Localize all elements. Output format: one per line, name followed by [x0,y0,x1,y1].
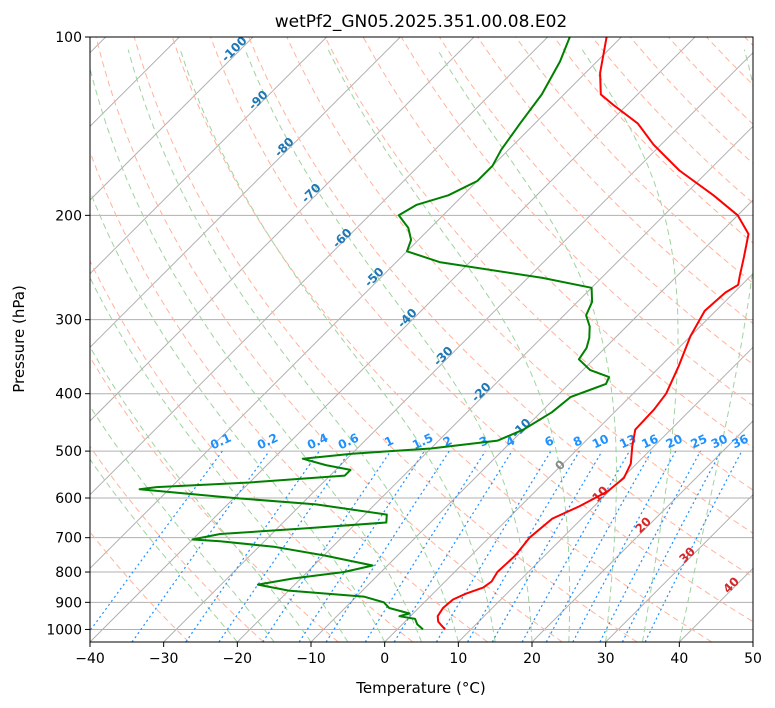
profile-series [138,37,750,631]
isotherm-line [236,125,753,642]
mixing-ratio-line [572,450,677,642]
dewpoint-profile [138,37,611,631]
isotherm-line [384,272,753,642]
isotherm-line [163,51,753,642]
axes: −40 −30 −20 −10 0 10 20 30 40 50 1000 900 800 700 600 5… [46,30,762,667]
dry-adiabat-line [90,259,414,642]
moist-adiabat-line [90,405,275,642]
dry-adiabat-line [248,37,753,578]
y-tick-label: 100 [55,30,82,46]
dry-adiabat-line [90,445,264,642]
isotherm-line [531,420,753,642]
x-tick-label: 20 [523,651,541,667]
isotherm-line [90,37,254,201]
mixing-ratio-label: 30 [709,432,730,452]
x-tick-label: −10 [296,651,326,667]
dry-adiabat-line [133,37,638,642]
background-lines [90,37,753,642]
mixing-ratio-label: 16 [639,432,660,452]
y-tick-label: 300 [55,313,82,329]
moist-adiabat-line [90,66,422,642]
moist-adiabat-line [327,49,571,642]
mixing-ratio-label: 10 [590,432,611,452]
x-tick-label: 0 [380,651,389,667]
x-tick-label: −40 [75,651,105,667]
y-tick-label: 500 [55,444,82,460]
moist-adiabat-line [244,49,533,642]
x-tick-label: 40 [670,651,688,667]
isotherm-line [90,37,549,496]
y-tick-label: 900 [55,595,82,611]
mixing-ratio-line [466,450,580,642]
mixing-ratio-line [325,450,450,642]
x-tick-label: −20 [223,651,253,667]
mixing-ratio-label: 20 [664,432,685,452]
mixing-ratio-line [393,450,513,642]
x-axis-label: Temperature (°C) [355,679,485,697]
dry-adiabat-line [210,37,753,623]
mixing-ratio-line [364,450,486,642]
isotherm-line [605,493,753,642]
mixing-ratio-line [599,450,702,642]
y-tick-label: 600 [55,491,82,507]
x-tick-label: 10 [449,651,467,667]
mixing-ratio-line [131,450,270,642]
dry-adiabat-line [171,37,712,642]
isotherm-line [90,37,622,570]
y-tick-label: 800 [55,565,82,581]
mixing-ratio-line [90,450,223,632]
mixing-ratio-label: 25 [688,432,709,452]
dry-adiabat-line [324,37,753,491]
y-axis-label: Pressure (hPa) [10,285,28,393]
line-labels: 0.1 0.2 0.4 0.6 1 1.5 2 3 4 6 8 10 13 16 20 25 30 36-100-… [208,37,751,596]
mixing-ratio-label: 36 [730,432,751,452]
x-tick-label: 30 [597,651,615,667]
isotherm-line [90,37,328,275]
mixing-ratio-line [621,450,722,642]
moist-adiabat-line [90,346,312,642]
moist-adiabat-line [90,458,238,642]
moist-adiabat-line [581,49,679,642]
dry-adiabat-line [286,37,753,534]
moist-adiabat-line [90,276,349,642]
plot-frame [89,36,754,643]
y-tick-label: 400 [55,387,82,403]
isotherm-line [90,37,401,349]
mixing-ratio-line [521,450,631,642]
dry-adiabat-line [95,37,563,642]
mixing-ratio-line [545,450,653,642]
temperature-profile [436,37,750,631]
moist-adiabat-line [678,49,753,642]
y-tick-label: 200 [55,208,82,224]
mixing-ratio-line [491,450,603,642]
isotherm-line [90,37,475,422]
mixing-ratio-line [644,450,743,642]
moist-adiabat-line [127,49,459,642]
mixing-ratio-line [185,450,320,642]
y-tick-label: 1000 [46,622,82,638]
x-tick-label: −30 [149,651,179,667]
isotherm-line [457,346,753,642]
dry-adiabat-line [515,37,753,284]
mixing-ratio-line [298,450,425,642]
y-tick-label: 700 [55,531,82,547]
moist-adiabat-line [179,49,496,642]
mixing-ratio-line [435,450,552,642]
x-tick-label: 50 [744,651,762,667]
chart-title: wetPf2_GN05.2025.351.00.08.E02 [275,12,567,32]
